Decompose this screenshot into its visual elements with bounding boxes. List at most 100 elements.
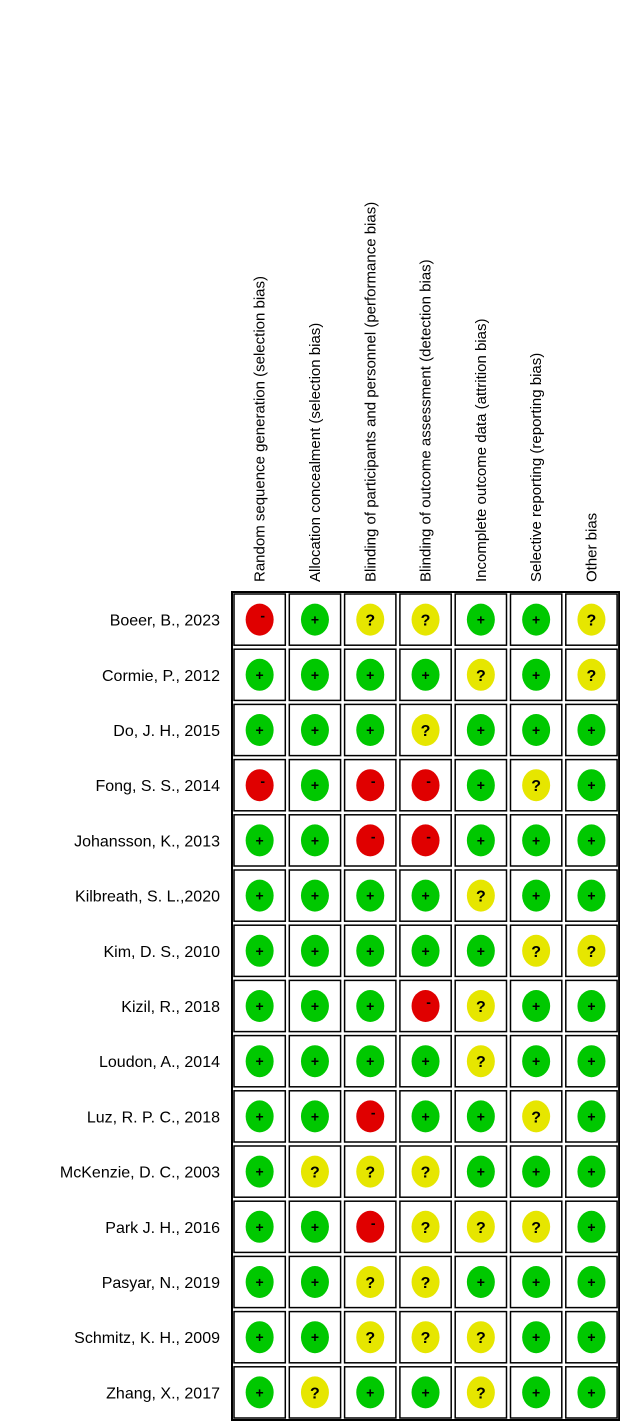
rating-circle bbox=[411, 769, 440, 802]
column-header: Random sequence generation (selection bi… bbox=[252, 276, 269, 582]
rating-symbol: ? bbox=[365, 1275, 375, 1292]
rating-circle bbox=[245, 1210, 274, 1243]
rating-symbol: ? bbox=[365, 1165, 375, 1182]
rating-symbol: + bbox=[256, 832, 264, 848]
rating-symbol: + bbox=[532, 1164, 540, 1180]
rating-symbol: + bbox=[532, 998, 540, 1014]
column-header: Other bias bbox=[583, 513, 600, 582]
rating-circle bbox=[522, 1321, 551, 1354]
rating-circle bbox=[466, 1155, 495, 1188]
rating-circle bbox=[522, 1155, 551, 1188]
rating-circle bbox=[356, 879, 385, 912]
rating-circle bbox=[300, 824, 329, 857]
rating-circle bbox=[577, 879, 606, 912]
grid-border bbox=[231, 591, 620, 1421]
study-label: Pasyar, N., 2019 bbox=[102, 1275, 220, 1292]
rating-symbol: + bbox=[311, 612, 319, 628]
rating-symbol: + bbox=[421, 1108, 429, 1124]
rating-symbol: + bbox=[256, 1108, 264, 1124]
rating-circle bbox=[522, 1266, 551, 1298]
rating-circle bbox=[466, 1321, 495, 1354]
grid-cell bbox=[233, 1145, 287, 1198]
study-label: Fong, S. S., 2014 bbox=[95, 778, 220, 795]
rating-circle bbox=[245, 769, 274, 802]
rating-circle bbox=[466, 1210, 495, 1243]
rating-circle bbox=[466, 879, 495, 912]
rating-circle bbox=[577, 1100, 606, 1133]
rating-circle bbox=[356, 769, 385, 802]
rating-symbol: + bbox=[421, 1053, 429, 1069]
rating-symbol: + bbox=[532, 832, 540, 848]
rating-symbol: ? bbox=[587, 613, 597, 630]
rating-circle bbox=[300, 769, 329, 802]
column-header: Selective reporting (reporting bias) bbox=[528, 353, 545, 582]
rating-circle bbox=[245, 1266, 274, 1298]
rating-symbol: + bbox=[587, 1108, 595, 1124]
rating-circle bbox=[245, 879, 274, 912]
rating-symbol: + bbox=[311, 1329, 319, 1345]
rating-circle bbox=[522, 769, 551, 802]
grid-cell bbox=[399, 924, 452, 978]
rating-circle bbox=[577, 1210, 606, 1243]
rating-symbol: + bbox=[532, 1329, 540, 1345]
rating-circle bbox=[577, 769, 606, 802]
rating-symbol: + bbox=[311, 832, 319, 848]
rating-symbol: ? bbox=[531, 1220, 541, 1237]
rating-circle bbox=[411, 1210, 440, 1243]
column-header: Blinding of participants and personnel (… bbox=[362, 202, 379, 582]
rating-symbol: + bbox=[587, 722, 595, 738]
rating-symbol: + bbox=[311, 998, 319, 1014]
rating-circle bbox=[411, 1266, 440, 1298]
rating-symbol: - bbox=[371, 773, 376, 789]
rating-circle bbox=[577, 1321, 606, 1354]
rating-symbol: ? bbox=[421, 1220, 431, 1237]
rating-circle bbox=[522, 603, 551, 636]
study-label: Kizil, R., 2018 bbox=[121, 999, 220, 1016]
rating-symbol: + bbox=[532, 888, 540, 904]
rating-circle bbox=[411, 879, 440, 912]
rating-circle bbox=[411, 990, 440, 1022]
rating-symbol: ? bbox=[421, 1275, 431, 1292]
rating-circle bbox=[300, 658, 329, 691]
rating-symbol: + bbox=[256, 943, 264, 959]
rating-circle bbox=[245, 658, 274, 691]
rating-circle bbox=[522, 714, 551, 746]
rating-circle bbox=[245, 990, 274, 1022]
rating-symbol: + bbox=[256, 1219, 264, 1235]
rating-symbol: - bbox=[260, 773, 265, 789]
rating-circle bbox=[466, 1266, 495, 1298]
rating-symbol: ? bbox=[310, 1165, 320, 1182]
rating-circle bbox=[356, 1210, 385, 1243]
grid-cell bbox=[399, 758, 452, 812]
rating-circle bbox=[466, 824, 495, 857]
rating-symbol: + bbox=[311, 943, 319, 959]
rating-circle bbox=[466, 769, 495, 802]
rating-symbol: - bbox=[260, 608, 265, 624]
rating-symbol: + bbox=[532, 1053, 540, 1069]
grid-cell bbox=[399, 1255, 452, 1309]
rating-symbol: + bbox=[587, 1164, 595, 1180]
rating-circle bbox=[356, 1100, 385, 1133]
rating-symbol: + bbox=[311, 722, 319, 738]
rating-circle bbox=[411, 1155, 440, 1188]
rating-symbol: + bbox=[532, 722, 540, 738]
rating-symbol: ? bbox=[476, 889, 486, 906]
rating-circle bbox=[411, 1045, 440, 1078]
rating-symbol: + bbox=[256, 667, 264, 683]
rating-circle bbox=[466, 934, 495, 967]
rating-symbol: + bbox=[477, 943, 485, 959]
rating-symbol: + bbox=[311, 1108, 319, 1124]
rating-symbol: ? bbox=[587, 668, 597, 685]
rating-circle bbox=[300, 879, 329, 912]
rating-symbol: + bbox=[256, 722, 264, 738]
rating-symbol: + bbox=[256, 1384, 264, 1400]
rating-symbol: - bbox=[371, 828, 376, 844]
rating-symbol: + bbox=[532, 1384, 540, 1400]
rating-symbol: + bbox=[587, 1384, 595, 1400]
rating-circle bbox=[300, 1210, 329, 1243]
rating-symbol: ? bbox=[476, 1385, 486, 1402]
rating-symbol: + bbox=[587, 1329, 595, 1345]
grid-cell bbox=[454, 1255, 508, 1309]
rating-symbol: + bbox=[477, 777, 485, 793]
